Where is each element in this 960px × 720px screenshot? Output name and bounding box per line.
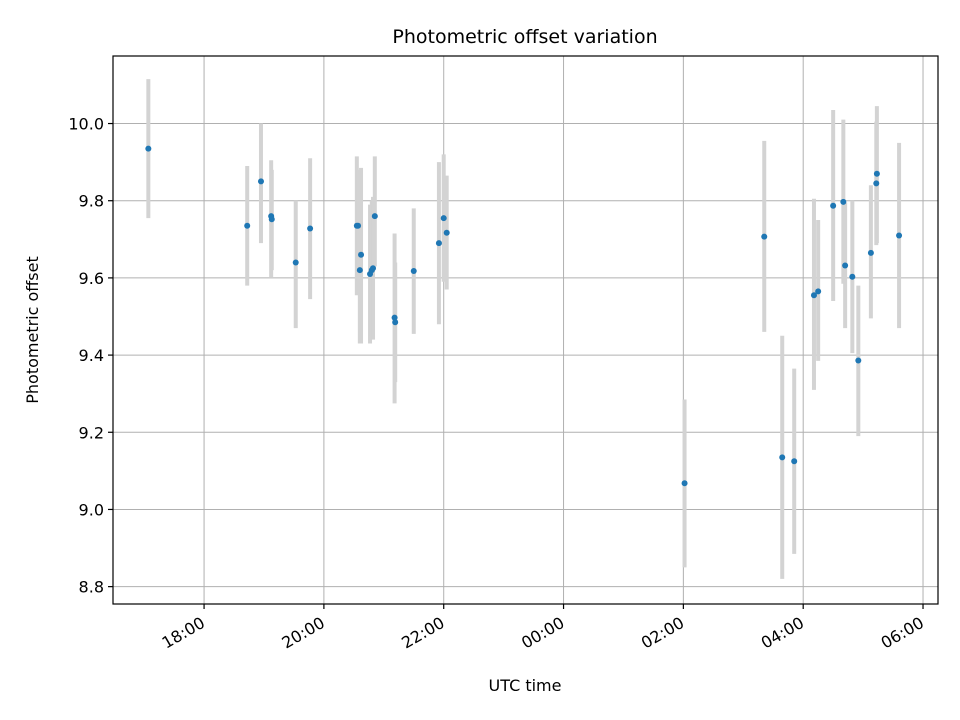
y-tick-label-0: 8.8 (79, 578, 104, 597)
data-point-17 (410, 267, 417, 274)
data-point-0 (145, 145, 152, 152)
data-point-8 (355, 222, 362, 229)
data-point-9 (356, 267, 363, 274)
data-point-18 (435, 240, 442, 247)
data-point-6 (307, 225, 314, 232)
data-points (145, 145, 903, 487)
chart-title: Photometric offset variation (392, 26, 657, 48)
data-point-29 (842, 262, 849, 269)
y-axis-label: Photometric offset (23, 256, 42, 404)
y-tick-label-3: 9.4 (79, 346, 104, 365)
grid-lines (113, 56, 938, 604)
x-tick-label-6: 06:00 (878, 613, 927, 653)
y-tick-label-5: 9.8 (79, 192, 104, 211)
x-tick-label-2: 22:00 (398, 613, 447, 653)
data-point-16 (392, 319, 399, 326)
data-point-35 (896, 232, 903, 239)
data-point-2 (257, 178, 264, 185)
data-point-26 (815, 288, 822, 295)
x-tick-label-0: 18:00 (159, 613, 208, 653)
data-point-5 (292, 259, 299, 266)
data-point-23 (779, 454, 786, 461)
error-bars (146, 79, 902, 579)
data-point-10 (358, 251, 365, 258)
x-tick-label-3: 00:00 (518, 613, 567, 653)
data-point-30 (849, 273, 856, 280)
y-tick-label-6: 10.0 (68, 115, 104, 134)
y-tick-label-4: 9.6 (79, 269, 104, 288)
y-axis-ticks: 8.8 9.0 9.2 9.4 9.6 9.8 10.0 (68, 115, 113, 597)
data-point-14 (371, 213, 378, 220)
plot-frame (112, 55, 939, 605)
x-axis-ticks: 18:00 20:00 22:00 00:00 02:00 04:00 06:00 (159, 604, 927, 653)
data-point-24 (791, 458, 798, 465)
data-point-28 (840, 198, 847, 205)
data-point-34 (873, 170, 880, 177)
data-point-20 (443, 229, 450, 236)
data-point-19 (440, 215, 447, 222)
x-tick-label-4: 02:00 (638, 613, 687, 653)
data-point-27 (830, 202, 837, 209)
data-point-32 (867, 249, 874, 256)
data-point-1 (244, 222, 251, 229)
data-point-4 (268, 216, 275, 223)
data-point-15 (391, 314, 398, 321)
y-tick-label-2: 9.2 (79, 423, 104, 442)
data-point-33 (873, 180, 880, 187)
data-point-22 (761, 233, 768, 240)
x-tick-label-1: 20:00 (278, 613, 327, 653)
data-point-25 (810, 292, 817, 299)
x-tick-label-5: 04:00 (758, 613, 807, 653)
data-point-31 (855, 357, 862, 364)
data-point-13 (370, 265, 377, 272)
data-point-21 (681, 480, 688, 487)
y-tick-label-1: 9.0 (79, 500, 104, 519)
x-axis-label: UTC time (489, 676, 562, 695)
